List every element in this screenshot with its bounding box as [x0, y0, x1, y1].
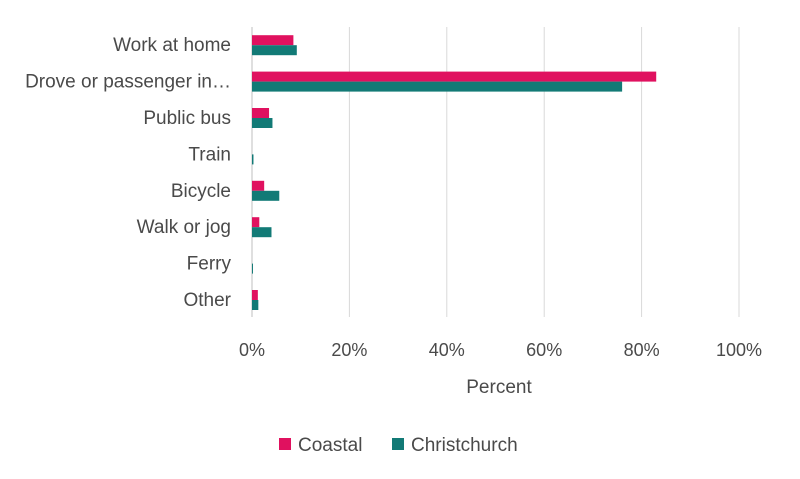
category-label: Work at home: [113, 35, 231, 56]
legend-swatch-coastal: [279, 438, 291, 450]
category-label: Train: [188, 144, 231, 165]
bar-christchurch-3: [252, 154, 254, 165]
category-label: Other: [183, 290, 231, 311]
bar-christchurch-5: [252, 227, 272, 238]
category-label: Walk or jog: [137, 217, 231, 238]
x-tick-label: 0%: [239, 340, 265, 360]
legend-label-coastal: Coastal: [298, 435, 362, 456]
bar-christchurch-7: [252, 300, 259, 310]
x-tick-labels: 0% 20% 40% 60% 80% 100%: [239, 340, 762, 360]
bar-coastal-4: [252, 180, 265, 191]
category-labels: Work at home Drove or passenger in… Public…: [25, 35, 232, 311]
bar-christchurch-2: [252, 118, 273, 128]
bar-coastal-2: [252, 108, 270, 118]
x-tick-label: 100%: [716, 340, 762, 360]
x-tick-label: 20%: [331, 340, 367, 360]
x-axis-title: Percent: [466, 377, 532, 398]
gridlines: [251, 27, 740, 317]
bars: [252, 35, 657, 310]
bar-christchurch-6: [252, 263, 253, 274]
legend-label-christchurch: Christchurch: [411, 435, 518, 456]
legend: Coastal Christchurch: [279, 435, 518, 456]
bar-coastal-0: [252, 35, 294, 46]
bar-coastal-5: [252, 217, 260, 228]
x-tick-label: 60%: [526, 340, 562, 360]
bar-christchurch-1: [252, 81, 623, 92]
bar-christchurch-0: [252, 45, 297, 56]
category-label: Drove or passenger in…: [25, 72, 231, 93]
x-tick-label: 80%: [624, 340, 660, 360]
x-tick-label: 40%: [429, 340, 465, 360]
category-label: Public bus: [143, 108, 231, 129]
bar-coastal-7: [252, 290, 258, 300]
legend-swatch-christchurch: [392, 438, 404, 450]
bar-christchurch-4: [252, 190, 280, 201]
category-label: Ferry: [187, 254, 232, 275]
bar-coastal-1: [252, 71, 657, 82]
category-label: Bicycle: [171, 181, 231, 202]
